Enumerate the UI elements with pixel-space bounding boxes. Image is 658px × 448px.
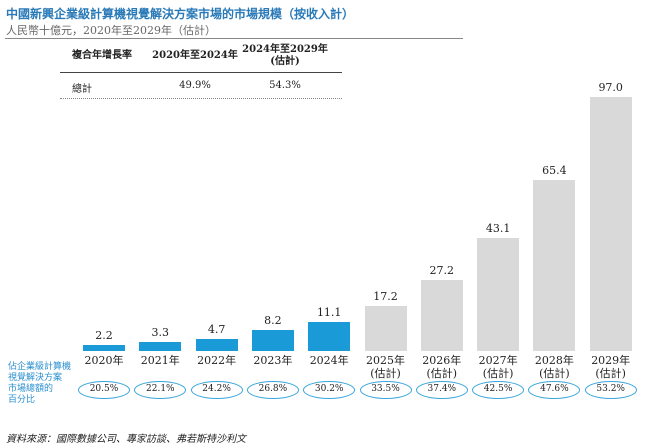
x-tick-label: 2022年: [197, 354, 237, 367]
table-rule: [60, 72, 342, 73]
bar: [364, 305, 407, 351]
table-rule: [60, 98, 342, 99]
x-tick-label: 2027年 (估計): [478, 354, 518, 380]
value-label: 43.1: [485, 222, 511, 236]
source: 資料來源：國際數據公司、專家訪談、弗若斯特沙利文: [6, 434, 246, 445]
share-ellipse: [78, 381, 130, 399]
x-tick-label: 2028年 (估計): [534, 354, 574, 380]
share-ellipse: [246, 381, 299, 399]
table-cell: 54.3%: [269, 80, 301, 91]
share-label: 26.8%: [258, 384, 288, 394]
share-label: 42.5%: [483, 384, 513, 394]
bar: [83, 345, 125, 351]
chart-title: 中國新興企業級計算機視覺解決方案市場的市場規模（按收入計）: [6, 7, 355, 21]
share-title: 市場總額的: [8, 384, 54, 394]
x-tick-label: 2025年 (估計): [366, 354, 405, 380]
x-tick-label: 2020年: [84, 354, 124, 367]
table-header: 2020年至2024年: [152, 50, 238, 61]
bar: [477, 238, 520, 351]
bar: [195, 338, 238, 351]
bar: [139, 342, 182, 351]
value-label: 27.2: [429, 263, 455, 277]
share-label: 53.2%: [596, 384, 625, 394]
value-label: 97.0: [598, 80, 623, 94]
share-title: 視覺解決方案: [8, 373, 63, 383]
table-cell: 49.9%: [179, 80, 211, 91]
share-label: 30.2%: [314, 384, 344, 394]
share-title: 百分比: [8, 395, 36, 405]
bar: [589, 96, 632, 351]
value-label: 65.4: [542, 163, 567, 177]
x-tick-label: 2029年 (估計): [591, 354, 631, 380]
x-tick-label: 2026年 (估計): [422, 354, 462, 380]
share-ellipse: [303, 381, 356, 399]
value-label: 2.2: [95, 329, 113, 343]
share-ellipse: [472, 381, 525, 399]
share-title: 佔企業級計算機: [8, 362, 72, 372]
x-tick-label: 2021年: [140, 354, 180, 367]
share-ellipse: [359, 381, 412, 399]
share-label: 47.6%: [540, 384, 569, 394]
share-ellipse: [528, 381, 581, 399]
bar: [533, 179, 576, 351]
subtitle-rule: [5, 38, 463, 39]
share-ellipse: [190, 381, 243, 399]
share-label: 20.5%: [89, 384, 119, 394]
value-label: 8.2: [264, 313, 282, 327]
chart-subtitle: 人民幣十億元，2020年至2029年（估計）: [6, 24, 216, 37]
share-label: 33.5%: [371, 384, 400, 394]
value-label: 4.7: [207, 322, 226, 336]
table-header: 複合年增長率: [72, 50, 132, 61]
share-label: 22.1%: [146, 384, 175, 394]
value-label: 11.1: [316, 305, 342, 319]
x-tick-label: 2024年: [309, 354, 349, 367]
x-tick-label: 2023年: [253, 354, 293, 367]
bar: [308, 321, 351, 351]
value-label: 3.3: [151, 326, 170, 340]
share-ellipse: [584, 381, 637, 399]
share-ellipse: [134, 381, 187, 399]
table-cell: 總計: [72, 84, 92, 95]
bar: [251, 329, 294, 351]
share-label: 37.4%: [427, 384, 457, 394]
table-header: 2024年至2029年 (估計): [242, 44, 328, 67]
share-ellipse: [415, 381, 468, 399]
bar: [420, 279, 463, 351]
value-label: 17.2: [373, 289, 398, 303]
share-label: 24.2%: [202, 384, 231, 394]
